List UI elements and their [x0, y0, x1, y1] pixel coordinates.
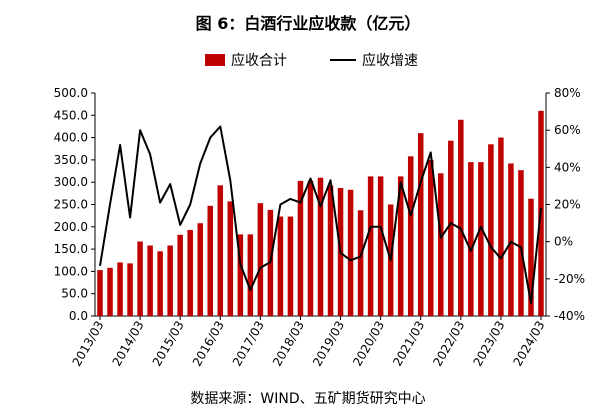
bar	[137, 241, 143, 316]
bar	[247, 234, 254, 316]
bar	[518, 170, 524, 316]
bar	[498, 137, 504, 316]
bar	[157, 251, 163, 316]
x-tick-label: 2018/03	[270, 319, 307, 369]
legend-swatch-line	[330, 59, 356, 61]
y-right-tick-label: 60%	[554, 123, 581, 137]
y-left-tick-label: 150.0	[54, 242, 88, 256]
growth-line	[99, 125, 542, 304]
y-left-tick-label: 400.0	[54, 131, 88, 145]
x-tick-label: 2017/03	[230, 319, 267, 369]
bar	[367, 176, 374, 316]
bar	[277, 216, 284, 316]
y-left-tick-label: 100.0	[54, 264, 88, 278]
bar	[327, 185, 334, 316]
x-tick-label: 2022/03	[430, 319, 467, 369]
legend-label-line: 应收增速	[362, 53, 418, 69]
bar	[177, 234, 183, 316]
y-left-tick-label: 500.0	[54, 86, 88, 100]
bar	[488, 144, 494, 316]
chart-title: 图 6：白酒行业应收款（亿元）	[195, 14, 421, 33]
bar	[297, 180, 304, 316]
bar	[377, 176, 384, 316]
y-right-tick-label: -40%	[554, 309, 585, 323]
y-left-tick-label: 350.0	[54, 153, 88, 167]
bar	[508, 163, 514, 316]
bar	[127, 263, 133, 316]
bar	[468, 162, 474, 316]
bar	[257, 203, 264, 316]
x-tick-label: 2013/03	[70, 319, 107, 369]
y-right-tick-label: 40%	[554, 160, 581, 174]
y-left-tick-label: 450.0	[54, 108, 88, 122]
bar	[478, 162, 484, 316]
bar	[317, 177, 324, 316]
y-right-tick-label: -20%	[554, 272, 585, 286]
bar	[528, 198, 534, 316]
y-right-tick-label: 80%	[554, 86, 581, 100]
legend: 应收合计 应收增速	[0, 50, 616, 70]
bar	[287, 216, 294, 316]
x-tick-label: 2021/03	[390, 319, 427, 369]
y-right-tick-label: 20%	[554, 198, 581, 212]
bar	[107, 267, 113, 316]
x-tick-label: 2020/03	[350, 319, 387, 369]
bar	[357, 210, 364, 316]
bar	[207, 205, 214, 316]
y-left-tick-label: 50.0	[61, 287, 88, 301]
bar	[417, 133, 424, 316]
bar	[397, 176, 404, 316]
x-tick-label: 2014/03	[110, 319, 147, 369]
bar	[407, 156, 414, 316]
bar	[458, 119, 464, 316]
source-note: 数据来源：WIND、五矿期货研究中心	[190, 391, 426, 407]
bar	[307, 180, 314, 316]
legend-swatch-bar	[205, 54, 225, 66]
bar	[438, 173, 444, 316]
bar	[117, 262, 123, 316]
legend-label-bar: 应收合计	[231, 53, 287, 69]
bar	[427, 159, 434, 316]
bar	[187, 229, 193, 316]
bar	[237, 234, 244, 316]
y-left-tick-label: 200.0	[54, 220, 88, 234]
x-tick-label: 2016/03	[190, 319, 227, 369]
y-left-tick-label: 0.0	[69, 309, 88, 323]
bar	[197, 223, 203, 316]
legend-item-line: 应收增速	[330, 50, 418, 70]
x-tick-label: 2024/03	[511, 319, 548, 369]
y-left-tick-label: 300.0	[54, 175, 88, 189]
y-right-tick-label: 0%	[554, 235, 573, 249]
x-tick-label: 2015/03	[150, 319, 187, 369]
bar	[347, 189, 354, 316]
bar	[217, 185, 224, 316]
x-tick-label: 2023/03	[470, 319, 507, 369]
bar	[227, 201, 234, 316]
bar	[167, 245, 173, 316]
legend-item-bar: 应收合计	[205, 50, 287, 70]
y-left-tick-label: 250.0	[54, 198, 88, 212]
bar	[448, 140, 454, 316]
bar	[97, 270, 103, 316]
bar	[147, 245, 153, 316]
x-tick-label: 2019/03	[310, 319, 347, 369]
